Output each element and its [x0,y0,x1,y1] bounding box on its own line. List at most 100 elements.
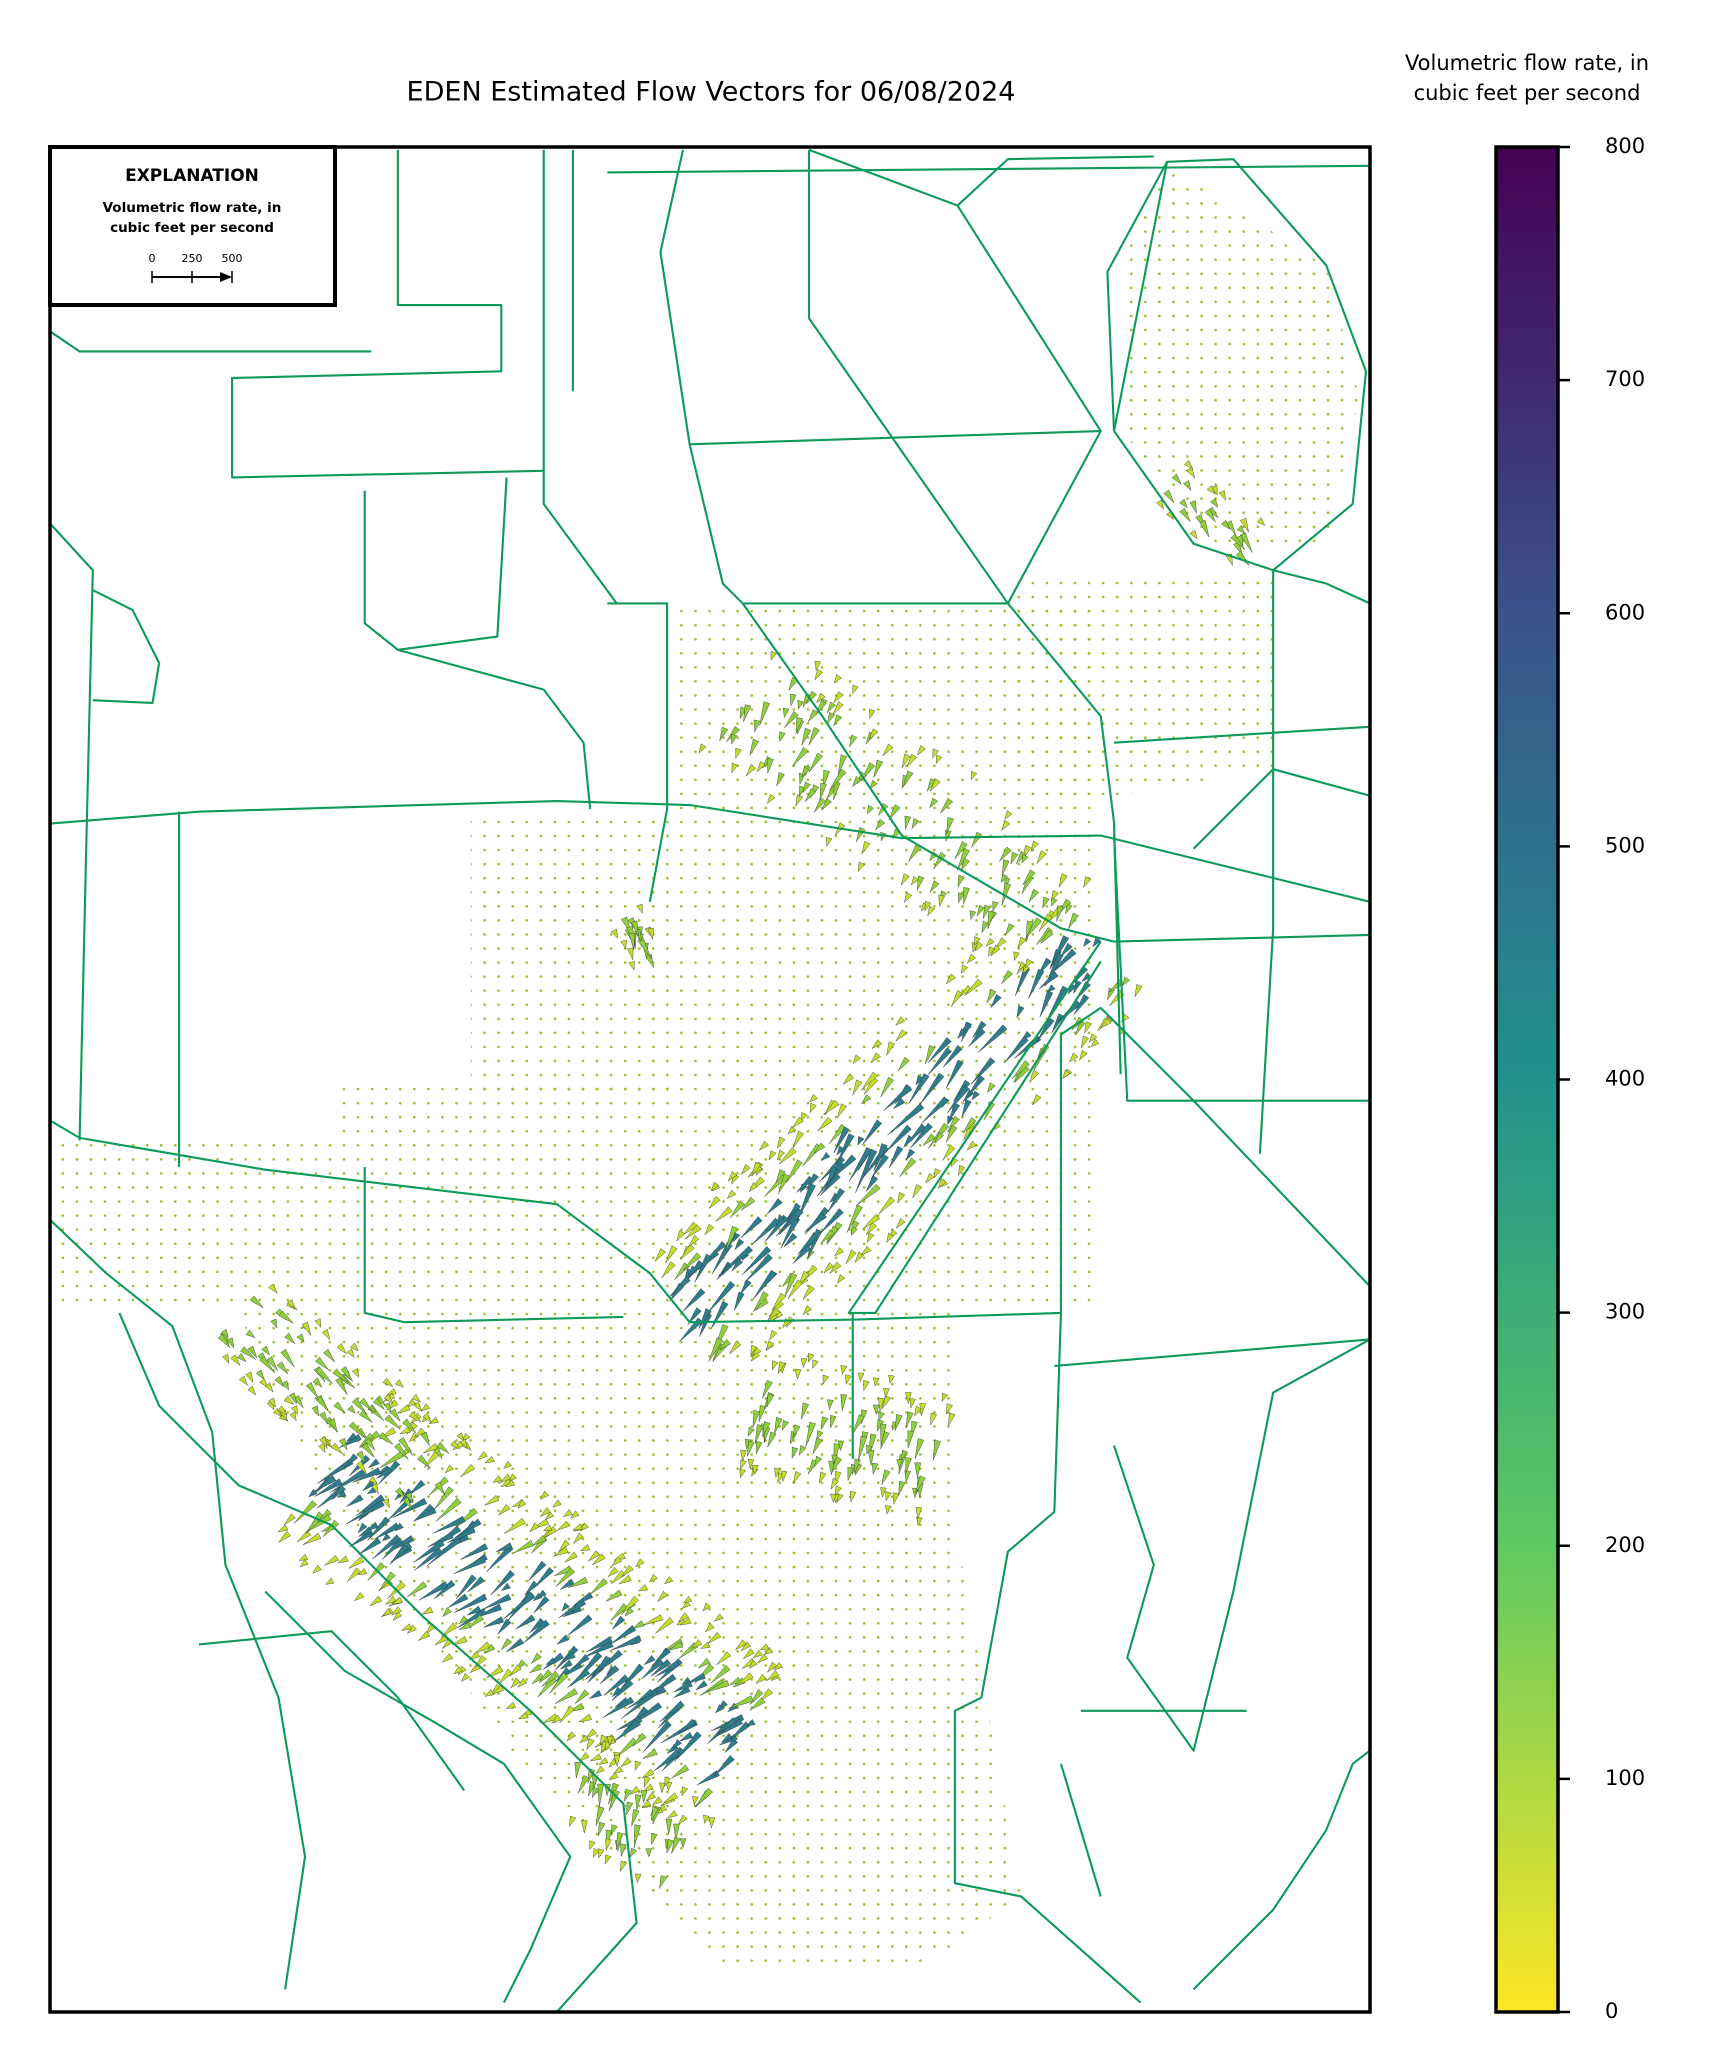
flow-vector [1240,517,1249,533]
flow-vector [784,1272,798,1298]
flow-vector [589,1840,596,1851]
flow-vector [384,1595,397,1605]
flow-vector [318,1443,326,1454]
flow-vector [852,776,862,788]
flow-vector [958,892,965,904]
flow-vector [441,1653,454,1663]
flow-vector [556,1634,570,1645]
flow-vector [857,861,865,873]
flow-vector [922,1133,936,1146]
flow-vector [667,1810,678,1819]
flow-vector [793,1471,802,1484]
flow-vector [314,1478,343,1497]
flow-vector [434,1481,446,1496]
flow-vector [491,1685,505,1695]
flow-vector [807,1228,823,1260]
flow-vector [825,837,833,847]
flow-vector [908,1073,930,1105]
flow-vector [562,1651,576,1662]
flow-vector [789,693,797,707]
flow-vector [501,1582,511,1591]
flow-vector [833,1126,850,1154]
flow-vector [298,1553,309,1561]
flow-vector [896,1459,903,1470]
flow-vector [348,1556,365,1569]
flow-vector [433,1515,466,1534]
flow-vector [957,874,965,888]
flow-vector [422,1412,432,1424]
flow-vector [866,1232,875,1243]
flow-vector [901,753,911,769]
flow-vector [1040,929,1054,944]
flow-vector [551,1714,562,1724]
flow-vector [356,1450,366,1463]
flow-vector [869,780,878,790]
flow-vector [500,1478,512,1488]
flow-vector [900,873,910,886]
flow-vector [1021,854,1029,864]
flow-vector [866,804,875,815]
flow-vector [946,1403,953,1415]
flow-vector [1088,1033,1098,1043]
flow-vector [400,1623,412,1631]
flow-vector [814,797,826,813]
flow-vector [545,1511,555,1520]
flow-vector [778,1208,804,1236]
flow-vector [814,668,824,681]
flow-vector [816,1430,824,1440]
flow-vector [768,1150,777,1161]
flow-vector [988,946,996,958]
flow-vector [992,901,999,912]
flow-vector [408,1411,422,1423]
flow-vector [359,1397,372,1410]
flow-vector [281,1380,290,1391]
flow-vector [698,743,707,754]
flow-vector [484,1494,500,1506]
colorbar-tick-label: 0 [1605,1999,1618,2023]
flow-vector [1171,473,1182,486]
flow-vector [1100,1017,1112,1029]
flow-vector [643,1776,651,1789]
flow-vector [634,1794,642,1810]
flow-vector [954,841,968,860]
flow-vector [312,1564,322,1574]
flow-vector [908,844,921,862]
flow-vector [747,1426,755,1437]
flow-vector [919,1072,945,1105]
flow-vector [895,1217,906,1229]
flow-vector [976,904,986,917]
flow-vector [897,1192,906,1204]
flow-vector [608,1789,620,1812]
flow-vector [510,1677,521,1689]
flow-vector [766,1670,780,1681]
flow-vector [637,1584,649,1592]
flow-vector [1038,971,1059,990]
flow-vector [236,1352,247,1363]
flow-vector [715,1206,733,1222]
colorbar-tick-label: 300 [1605,1300,1645,1324]
flow-vector [389,1408,401,1422]
flow-vector [731,1258,744,1272]
flow-vector [274,1376,285,1388]
flow-vector [1013,951,1020,962]
flow-vector [1050,935,1070,968]
flow-vector [686,1672,706,1684]
flow-vector [905,1148,916,1161]
flow-vector [915,1074,924,1086]
flow-vector [672,1739,682,1749]
flow-vector [641,1658,664,1680]
flow-vector [447,1593,469,1608]
flow-vector [916,1516,923,1527]
flow-vector [679,1838,687,1849]
flow-vector [933,1439,941,1461]
flow-vector [934,1168,941,1179]
flow-vector [926,778,937,792]
flow-vector [585,1728,597,1740]
flow-vector [604,1854,612,1865]
flow-vector [778,1147,797,1165]
flow-vector [631,1809,640,1827]
flow-vector [682,1288,706,1312]
flow-vector [1056,905,1064,922]
flow-vector [394,1379,404,1388]
flow-vector [801,1402,809,1420]
